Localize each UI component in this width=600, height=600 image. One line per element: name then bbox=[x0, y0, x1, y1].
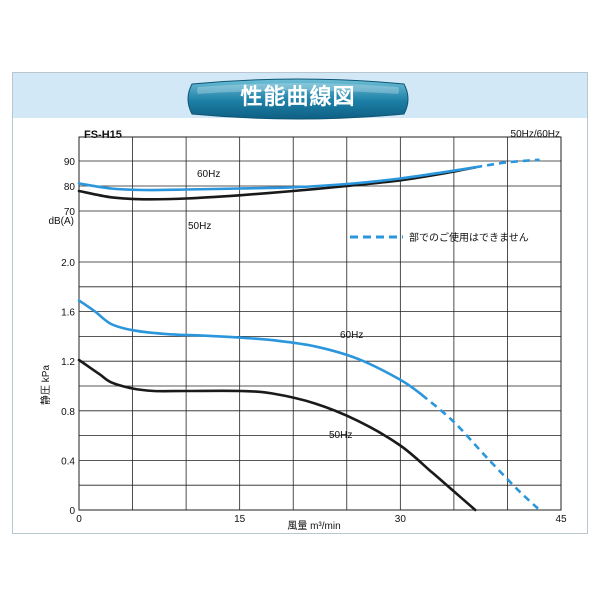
pressure-line-50hz bbox=[77, 358, 477, 512]
x-tick-label: 0 bbox=[76, 514, 82, 525]
pressure-tick-label: 0 bbox=[69, 506, 75, 517]
pressure-tick-label: 0.8 bbox=[61, 407, 75, 418]
x-tick-label: 15 bbox=[234, 514, 246, 525]
noise-line-60hz bbox=[77, 166, 477, 192]
noise-line-50hz bbox=[77, 166, 477, 201]
noise-axis-label: dB(A) bbox=[48, 216, 74, 227]
pressure-axis-label: 静圧 kPa bbox=[39, 365, 52, 405]
banner-title: 性能曲線図 bbox=[240, 85, 356, 110]
noise-tick-label: 90 bbox=[64, 157, 76, 168]
x-axis-label: 風量 m³/min bbox=[287, 520, 340, 532]
legend-dashed-label: 部でのご使用はできません bbox=[409, 231, 529, 244]
frequency-label: 50Hz/60Hz bbox=[511, 129, 560, 140]
x-tick-label: 30 bbox=[395, 514, 407, 525]
pressure-dashed-line-60hz bbox=[420, 393, 541, 511]
banner-shape bbox=[187, 78, 409, 120]
pressure-tick-label: 1.6 bbox=[61, 308, 75, 319]
curves bbox=[77, 158, 541, 512]
pressure-60hz-label: 60Hz bbox=[340, 330, 363, 341]
pressure-tick-label: 0.4 bbox=[61, 456, 75, 467]
axis-text: 90 80 70 2.0 1.6 1.2 0.8 0.4 00 15 30 45 bbox=[61, 157, 567, 525]
pressure-line-60hz bbox=[77, 299, 424, 396]
pressure-50hz-label: 50Hz bbox=[329, 430, 352, 441]
noise-50hz-label: 50Hz bbox=[188, 221, 211, 232]
pressure-tick-label: 2.0 bbox=[61, 258, 75, 269]
noise-60hz-label: 60Hz bbox=[197, 169, 220, 180]
model-label: FS-H15 bbox=[84, 129, 122, 141]
pressure-tick-label: 1.2 bbox=[61, 357, 75, 368]
noise-tick-label: 80 bbox=[64, 182, 76, 193]
x-tick-label: 45 bbox=[555, 514, 567, 525]
plot-frame bbox=[78, 136, 562, 511]
grid bbox=[78, 136, 562, 511]
noise-tick-label: 70 bbox=[64, 207, 76, 218]
